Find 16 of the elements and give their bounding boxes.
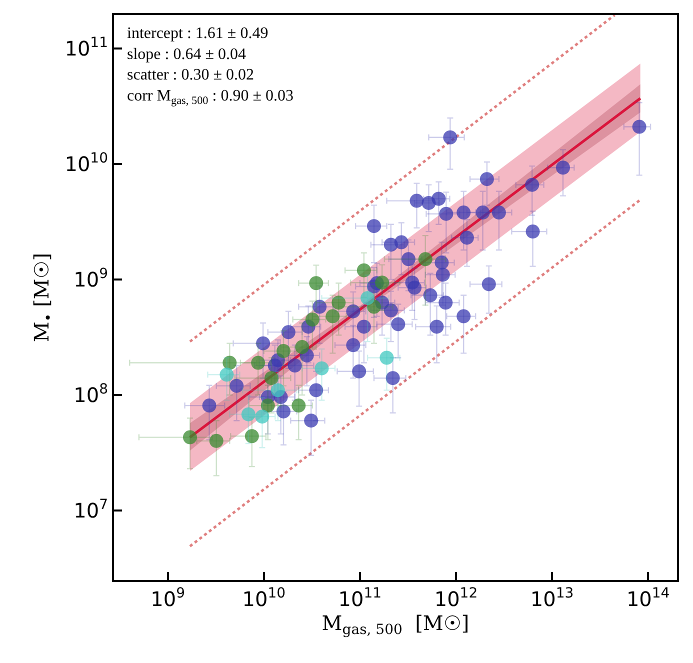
x-axis-title: M$_{gas, 500}$ [M☉] (322, 611, 470, 638)
x-tick-label: 10$^{11}$ (338, 586, 382, 611)
annotation: slope : 0.64 ± 0.04 (127, 46, 246, 63)
y-tick-label: 10$^{7}$ (74, 497, 108, 522)
x-tick-label: 10$^{12}$ (434, 586, 478, 611)
y-tick-label: 10$^{11}$ (64, 35, 108, 60)
annotation: scatter : 0.30 ± 0.02 (127, 66, 254, 84)
x-tick-label: 10$^{13}$ (530, 586, 574, 611)
x-tick-label: 10$^{9}$ (150, 586, 186, 611)
y-tick-label: 10$^{9}$ (74, 266, 108, 292)
y-tick-label: 10$^{10}$ (64, 150, 108, 176)
annotation: intercept : 1.61 ± 0.49 (127, 25, 268, 42)
y-tick-label: 10$^{8}$ (74, 382, 108, 407)
x-tick-label: 10$^{14}$ (626, 586, 670, 611)
annotation: corr M$_{gas, 500}$ : 0.90 ± 0.03 (127, 87, 294, 107)
x-tick-label: 10$^{10}$ (242, 586, 286, 611)
